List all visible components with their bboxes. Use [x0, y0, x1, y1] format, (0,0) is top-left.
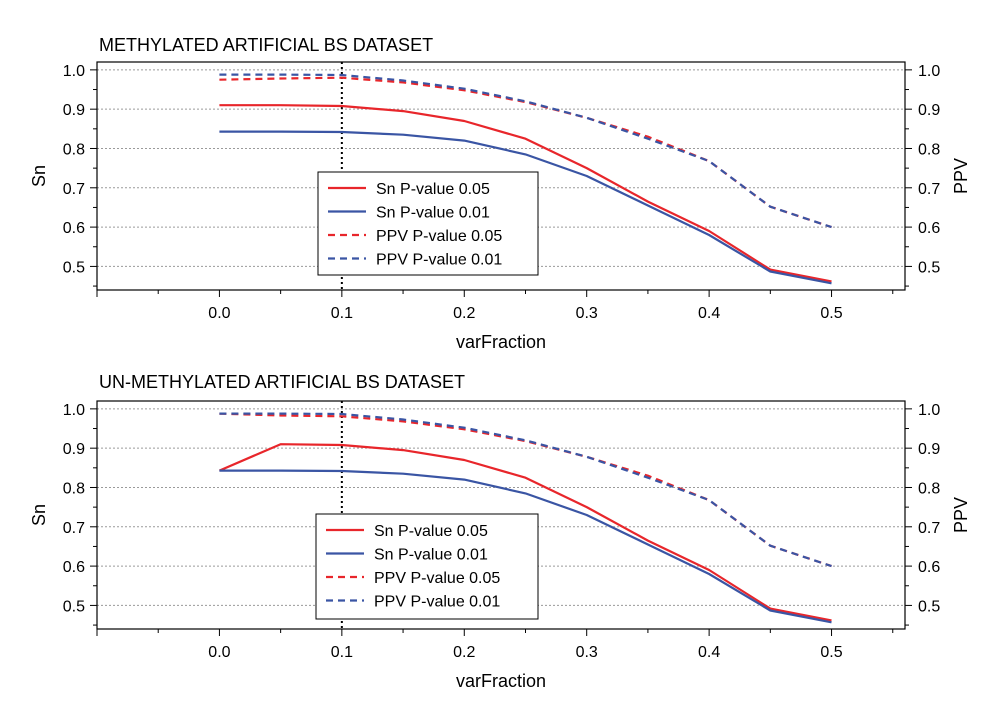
y2-tick-label: 0.7	[918, 181, 940, 198]
y-tick-label: 0.7	[63, 181, 85, 198]
x-tick-label: 0.0	[208, 305, 230, 322]
chart-title: METHYLATED ARTIFICIAL BS DATASET	[99, 35, 433, 55]
y2-tick-label: 0.6	[918, 559, 940, 576]
y-tick-label: 0.5	[63, 598, 85, 615]
y-tick-label: 0.9	[63, 441, 85, 458]
chart-title: UN-METHYLATED ARTIFICIAL BS DATASET	[99, 372, 465, 392]
y2-tick-label: 0.6	[918, 220, 940, 237]
x-tick-label: 0.5	[820, 644, 842, 661]
series-line-0	[219, 104, 832, 283]
legend: Sn P-value 0.05 Sn P-value 0.01 PPV P-valu…	[315, 513, 539, 620]
series-line-2	[219, 76, 832, 229]
legend-label: Sn P-value 0.01	[376, 205, 490, 222]
y-tick-label: 1.0	[63, 63, 85, 80]
y-tick-label: 1.0	[63, 402, 85, 419]
y-tick-label: 0.8	[63, 480, 85, 497]
plot-frame	[96, 61, 906, 291]
legend: Sn P-value 0.05 Sn P-value 0.01 PPV P-valu…	[317, 171, 539, 276]
x-axis-label: varFraction	[456, 671, 546, 691]
y-tick-label: 0.9	[63, 102, 85, 119]
legend-label: PPV P-value 0.05	[376, 228, 502, 245]
x-axis-label: varFraction	[456, 332, 546, 352]
y2-axis-label: PPV	[951, 158, 971, 194]
y2-tick-label: 0.5	[918, 259, 940, 276]
series-line-2	[219, 412, 832, 568]
y2-tick-label: 0.9	[918, 102, 940, 119]
y2-tick-label: 0.8	[918, 141, 940, 158]
y2-tick-label: 0.8	[918, 480, 940, 497]
series-line-3	[219, 412, 832, 568]
legend-label: Sn P-value 0.05	[376, 181, 490, 198]
x-tick-label: 0.1	[331, 644, 353, 661]
y2-axis-label: PPV	[951, 497, 971, 533]
legend-label: PPV P-value 0.01	[374, 594, 500, 611]
series-line-0	[218, 443, 832, 622]
series-line-3	[219, 73, 832, 229]
y2-tick-label: 1.0	[918, 402, 940, 419]
x-tick-label: 0.3	[576, 644, 598, 661]
y-axis-label: Sn	[29, 165, 49, 187]
chart-panel-methylated: METHYLATED ARTIFICIAL BS DATASET 0.0 0.1 0.…	[29, 35, 971, 352]
legend-label: Sn P-value 0.01	[374, 547, 488, 564]
x-tick-label: 0.2	[453, 644, 475, 661]
legend-label: Sn P-value 0.05	[374, 523, 488, 540]
y2-tick-label: 1.0	[918, 63, 940, 80]
x-tick-label: 0.4	[698, 644, 720, 661]
chart-panel-unmethylated: UN-METHYLATED ARTIFICIAL BS DATASET 0.0 0.…	[29, 372, 971, 691]
series-line-1	[219, 469, 832, 624]
x-tick-label: 0.2	[453, 305, 475, 322]
y-tick-label: 0.6	[63, 559, 85, 576]
y-tick-label: 0.6	[63, 220, 85, 237]
y-tick-label: 0.8	[63, 141, 85, 158]
x-tick-label: 0.4	[698, 305, 720, 322]
y2-tick-label: 0.7	[918, 520, 940, 537]
y-axis-label: Sn	[29, 504, 49, 526]
x-tick-label: 0.1	[331, 305, 353, 322]
plot-frame	[96, 400, 906, 630]
y-tick-label: 0.7	[63, 520, 85, 537]
series-line-1	[219, 130, 832, 285]
x-tick-label: 0.3	[576, 305, 598, 322]
y2-tick-label: 0.9	[918, 441, 940, 458]
y-tick-label: 0.5	[63, 259, 85, 276]
legend-label: PPV P-value 0.05	[374, 570, 500, 587]
x-tick-label: 0.5	[820, 305, 842, 322]
legend-label: PPV P-value 0.01	[376, 252, 502, 269]
y2-tick-label: 0.5	[918, 598, 940, 615]
x-tick-label: 0.0	[208, 644, 230, 661]
